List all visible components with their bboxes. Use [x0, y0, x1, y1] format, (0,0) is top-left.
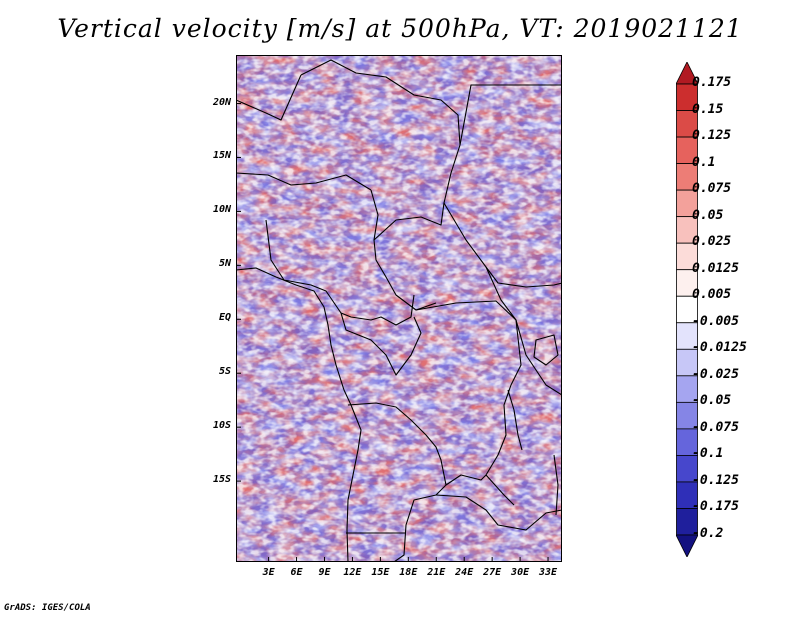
colorbar-label: 0.005: [692, 287, 732, 303]
colorbar-bottom-arrow: [676, 534, 698, 557]
lon-label: 3E: [262, 567, 275, 578]
lake-tanganyika: [507, 389, 523, 451]
lon-label: 30E: [511, 567, 530, 578]
lat-label: 20N: [212, 96, 231, 108]
colorbar-label: 0.175: [692, 75, 732, 90]
lat-label: 15S: [212, 474, 231, 486]
lon-label: 15E: [371, 567, 390, 578]
border-north: [300, 59, 562, 288]
border-zambia: [435, 494, 562, 531]
colorbar-label: 0.125: [692, 128, 732, 144]
colorbar: [676, 62, 698, 557]
colorbar-label: 0.075: [692, 181, 732, 197]
map-frame: [236, 55, 562, 562]
border-sudan: [459, 84, 562, 146]
axis-ticks: [236, 103, 549, 562]
field-contour-highlights: [236, 55, 562, 562]
lon-label: 9E: [318, 567, 331, 578]
lat-label: 10N: [212, 204, 231, 216]
lon-label: 33E: [538, 567, 558, 578]
border-cameroon: [265, 219, 415, 326]
grads-credit: GrADS: IGES/COLA: [4, 603, 91, 613]
colorbar-label: -0.0125: [692, 340, 747, 356]
border-car: [373, 202, 445, 241]
colorbar-label: -0.075: [692, 419, 739, 435]
colorbar-label: -0.175: [692, 499, 739, 515]
colorbar-label: 0.025: [692, 234, 732, 250]
lon-label: 21E: [427, 567, 446, 578]
lon-label: 6E: [290, 567, 303, 578]
lon-label: 18E: [399, 567, 418, 578]
border-east: [485, 266, 562, 396]
colorbar-label: -0.2: [692, 526, 724, 541]
lat-label: 15N: [212, 150, 231, 162]
colorbar-label: 0.1: [692, 154, 716, 170]
lon-label: 24E: [455, 567, 474, 578]
lat-label: 5S: [218, 366, 231, 378]
lon-label: 12E: [343, 567, 362, 578]
lat-label: EQ: [218, 312, 231, 324]
colorbar-label: 0.15: [692, 101, 724, 117]
border-se: [445, 474, 487, 486]
coastline: [236, 267, 362, 562]
political-boundaries: [236, 59, 562, 562]
colorbar-label: -0.1: [692, 446, 724, 462]
velocity-field-map: [236, 55, 562, 562]
border-drc: [415, 300, 522, 506]
colorbar-label: -0.025: [692, 366, 739, 382]
lat-label: 5N: [218, 258, 231, 270]
border-nw: [236, 74, 302, 121]
colorbar-label: 0.0125: [692, 260, 739, 276]
border-congo: [340, 312, 422, 376]
colorbar-label: -0.005: [692, 313, 739, 329]
colorbar-label: -0.125: [692, 472, 739, 488]
colorbar-label: 0.05: [692, 207, 724, 223]
lake-malawi: [553, 454, 559, 516]
border-angola: [347, 402, 447, 562]
map-panel: [236, 55, 562, 562]
lat-label: 10S: [212, 420, 231, 432]
border-west: [236, 172, 372, 191]
colorbar-label: -0.05: [692, 393, 732, 409]
lake-victoria: [533, 334, 559, 366]
lon-label: 27E: [483, 567, 502, 578]
plot-title: Vertical velocity [m/s] at 500hPa, VT: 2…: [57, 14, 743, 43]
